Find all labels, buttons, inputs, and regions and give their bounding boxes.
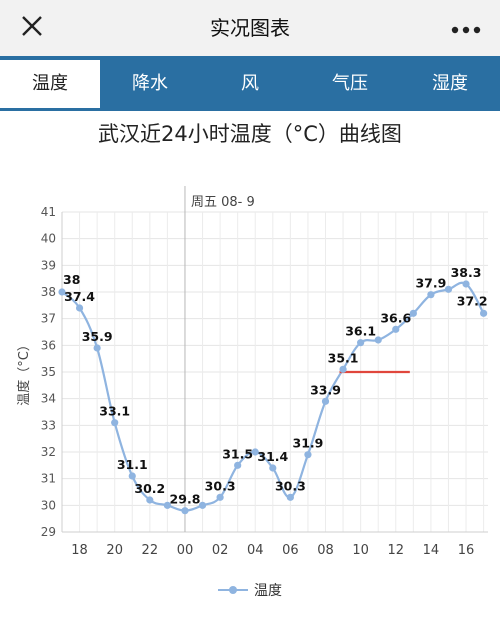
data-point [128, 472, 136, 480]
x-tick-label: 18 [71, 543, 88, 558]
day-marker-label: 周五 08- 9 [191, 195, 255, 210]
data-label: 37.4 [64, 289, 95, 304]
close-icon [21, 15, 43, 41]
data-label: 30.3 [205, 478, 236, 493]
data-point [286, 493, 294, 501]
data-label: 29.8 [170, 492, 201, 507]
more-horizontal-icon [451, 19, 481, 38]
data-point [146, 496, 154, 504]
more-button[interactable] [444, 10, 488, 46]
x-tick-label: 04 [247, 543, 264, 558]
y-tick-label: 35 [41, 365, 56, 379]
x-tick-label: 22 [142, 543, 159, 558]
data-point [374, 336, 382, 344]
y-tick-label: 29 [41, 525, 56, 539]
chart-title: 武汉近24小时温度（°C）曲线图 [98, 122, 402, 146]
y-tick-label: 34 [41, 392, 56, 406]
data-label: 38.3 [451, 265, 482, 280]
data-point [444, 285, 453, 293]
data-label: 38 [63, 272, 80, 287]
y-tick-label: 37 [41, 312, 56, 326]
y-axis-label: 温度（°C） [16, 338, 32, 406]
y-tick-label: 41 [41, 205, 56, 219]
data-point [216, 493, 224, 501]
data-point [75, 304, 84, 312]
data-label: 31.4 [257, 449, 288, 464]
x-tick-label: 08 [317, 543, 334, 558]
legend-series-marker [218, 584, 248, 596]
tab-wind[interactable]: 风 [241, 73, 259, 94]
x-tick-label: 12 [387, 543, 404, 558]
data-point [163, 501, 172, 509]
data-point [462, 280, 470, 288]
data-label: 35.9 [82, 329, 113, 344]
y-tick-label: 38 [41, 285, 56, 299]
data-label: 35.1 [328, 350, 359, 365]
data-point [269, 464, 277, 472]
x-tick-label: 10 [352, 543, 369, 558]
data-point [93, 344, 101, 352]
tab-bar: 温度 降水 风 气压 湿度 [0, 56, 500, 111]
data-point [339, 365, 347, 373]
y-tick-label: 33 [41, 418, 56, 432]
data-point [321, 397, 330, 405]
tab-temperature[interactable]: 温度 [0, 56, 100, 108]
data-point [58, 288, 66, 296]
page-title: 实况图表 [210, 16, 290, 40]
x-tick-label: 14 [423, 543, 440, 558]
data-point [251, 448, 259, 456]
close-button[interactable] [14, 10, 50, 46]
data-point [304, 451, 312, 459]
x-tick-label: 02 [212, 543, 229, 558]
y-tick-label: 32 [41, 445, 56, 459]
top-bar: 实况图表 [0, 0, 500, 57]
y-tick-label: 31 [41, 472, 56, 486]
data-point [357, 339, 365, 347]
tab-precipitation[interactable]: 降水 [132, 73, 168, 94]
data-point [198, 501, 207, 509]
data-label: 37.2 [457, 293, 488, 308]
y-tick-label: 30 [41, 498, 56, 512]
x-tick-label: 20 [106, 543, 123, 558]
data-label: 36.1 [345, 324, 376, 339]
x-tick-label: 16 [458, 543, 475, 558]
y-tick-label: 39 [41, 258, 56, 272]
x-tick-label: 06 [282, 543, 299, 558]
data-label: 30.2 [134, 481, 165, 496]
data-point [234, 461, 242, 469]
data-point [409, 309, 417, 317]
y-tick-label: 40 [41, 232, 56, 246]
tab-humidity[interactable]: 湿度 [432, 73, 468, 94]
data-point [111, 419, 119, 427]
data-point [392, 325, 400, 333]
data-point [427, 291, 435, 299]
data-point [480, 309, 488, 317]
temperature-chart: 29 30 31 32 33 34 35 36 37 38 39 40 41 18 20 22 00 02 04 06… [16, 186, 488, 558]
data-label: 33.1 [99, 404, 130, 419]
data-label: 33.9 [310, 382, 341, 397]
chart-legend[interactable]: 温度 [0, 580, 500, 600]
data-point [181, 507, 189, 515]
y-tick-label: 36 [41, 338, 56, 352]
data-label: 31.1 [117, 457, 148, 472]
data-label: 37.9 [415, 276, 446, 291]
tab-pressure[interactable]: 气压 [332, 73, 368, 94]
x-tick-label: 00 [177, 543, 194, 558]
legend-label: 温度 [254, 583, 282, 599]
data-label: 31.5 [222, 446, 253, 461]
data-label: 36.6 [380, 310, 411, 325]
data-label: 30.3 [275, 478, 306, 493]
data-label: 31.9 [293, 436, 324, 451]
